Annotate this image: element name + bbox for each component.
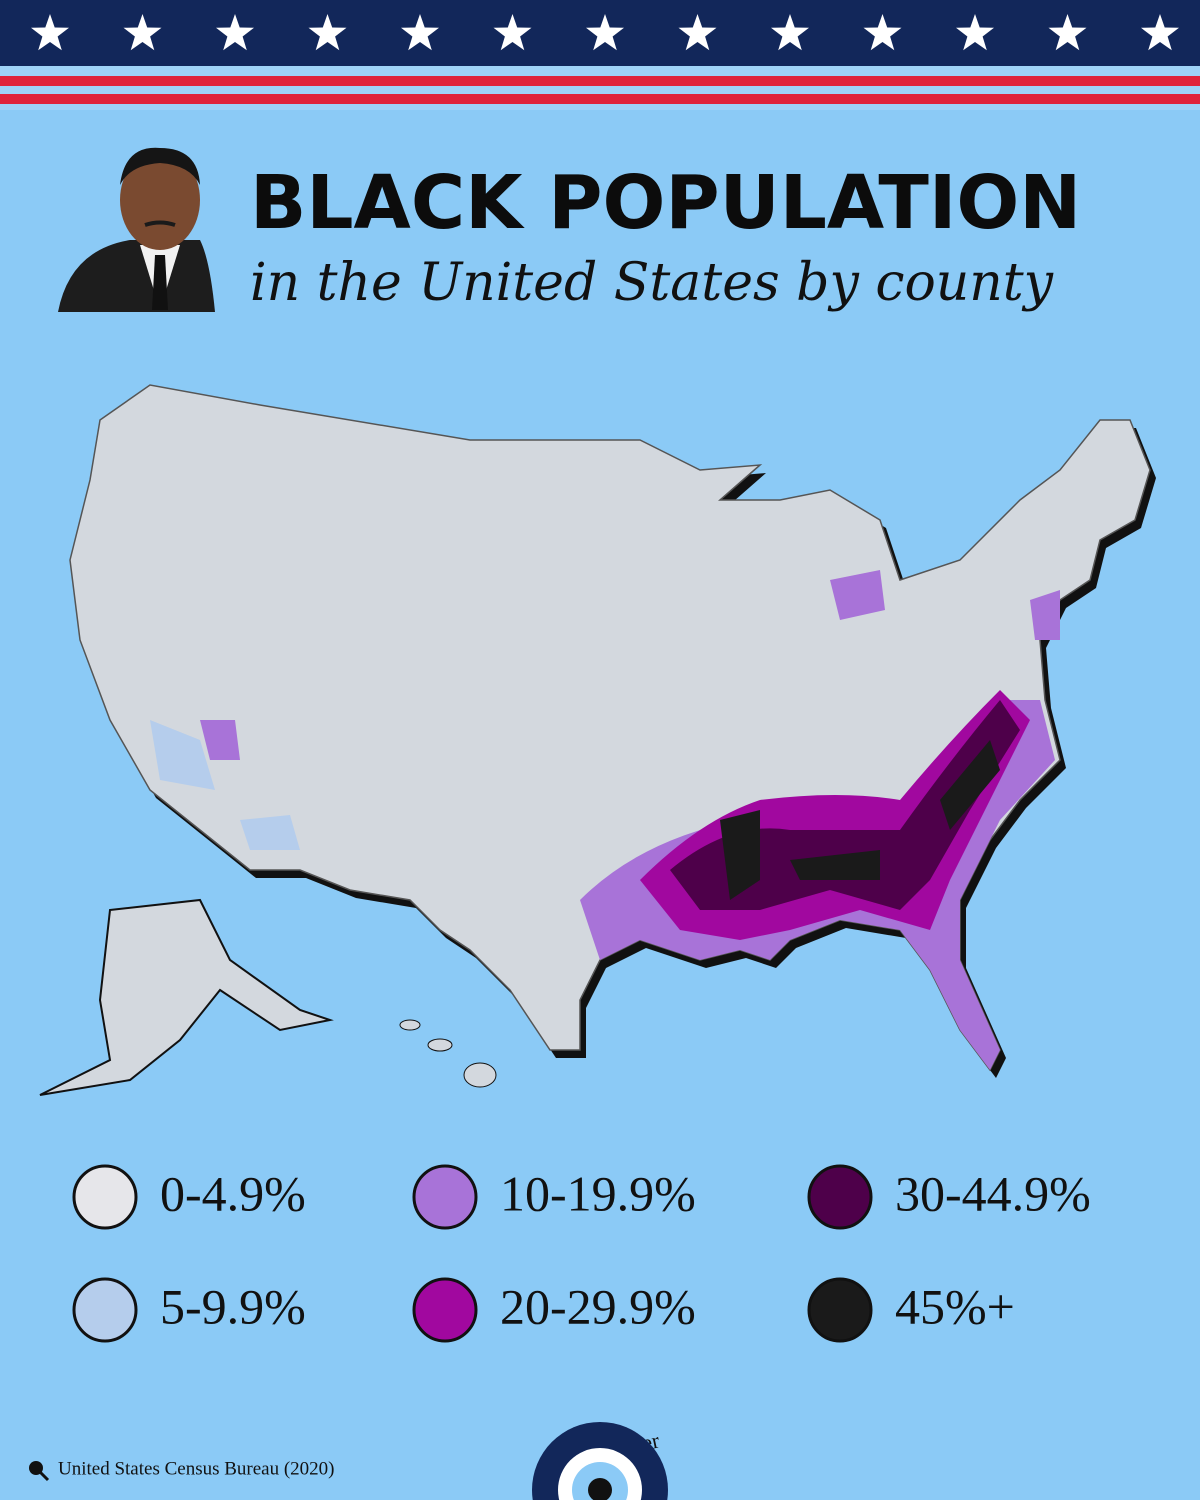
stripe [0, 76, 1200, 86]
legend-swatch [72, 1277, 138, 1343]
legend-label: 5-9.9% [160, 1278, 306, 1334]
star [956, 14, 994, 51]
star [31, 14, 69, 51]
source: United States Census Bureau (2020) [58, 1458, 335, 1479]
star [771, 14, 809, 51]
legend-label: 45%+ [895, 1278, 1015, 1334]
stripe [0, 104, 1200, 110]
legend-swatch [807, 1277, 873, 1343]
star [401, 14, 439, 51]
star [216, 14, 254, 51]
legend-label: 10-19.9% [500, 1165, 696, 1221]
legend: 0-4.9% 5-9.9% 10-19.9% 20-29.9% 30-44.9% 45%+ [72, 1164, 1091, 1343]
stripe [0, 94, 1200, 104]
stripe [0, 66, 1200, 76]
star [1048, 14, 1087, 51]
star [123, 14, 162, 51]
star [308, 14, 347, 51]
legend-swatch [412, 1164, 478, 1230]
legend-label: 20-29.9% [500, 1278, 696, 1334]
legend-swatch [72, 1164, 138, 1230]
stripe [0, 86, 1200, 94]
star [678, 14, 717, 51]
star [1141, 14, 1179, 51]
legend-label: 30-44.9% [895, 1165, 1091, 1221]
subtitle: in the United States by county [250, 253, 1054, 313]
source-icon [29, 1461, 50, 1482]
legend-label: 0-4.9% [160, 1165, 306, 1221]
legend-swatch [807, 1164, 873, 1230]
portrait [58, 147, 215, 312]
title: BLACK POPULATION [250, 160, 1081, 246]
legend-swatch [412, 1277, 478, 1343]
stars [31, 14, 1179, 51]
star [493, 14, 532, 51]
star [586, 14, 624, 51]
logo [532, 1422, 668, 1500]
map [39, 384, 1156, 1096]
star [863, 14, 902, 51]
